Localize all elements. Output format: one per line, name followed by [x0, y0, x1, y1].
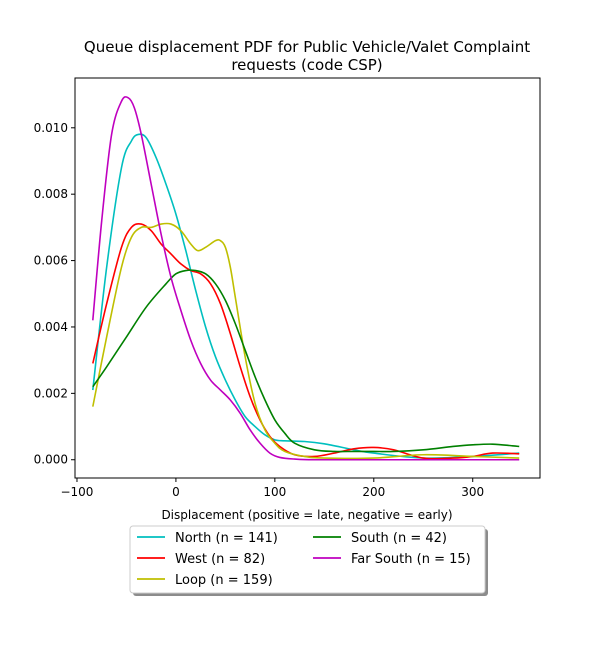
x-tick-label: 300 — [461, 485, 484, 499]
y-tick-label: 0.006 — [34, 254, 68, 268]
y-tick-label: 0.010 — [34, 121, 68, 135]
legend-box — [129, 525, 486, 594]
plot-frame — [74, 77, 541, 479]
y-tick-label: 0.008 — [34, 187, 68, 201]
x-tick-label: −100 — [60, 485, 93, 499]
y-tick-label: 0.004 — [34, 320, 68, 334]
x-axis-ticks: −100 0 100 200 300 — [60, 478, 484, 499]
y-tick-label: 0.000 — [34, 453, 68, 467]
legend-label-5: Far South (n = 15) — [351, 552, 471, 567]
y-tick-label: 0.002 — [34, 386, 68, 400]
series-line-3 — [92, 222, 520, 460]
x-tick-label: 0 — [172, 485, 180, 499]
chart-title-line-2: requests (code CSP) — [231, 56, 382, 74]
series-layer — [92, 96, 520, 461]
legend: North (n = 141) West (n = 82) Loop (n = 15… — [129, 525, 488, 596]
x-tick-label: 200 — [362, 485, 385, 499]
legend-label-2: West (n = 82) — [175, 552, 265, 567]
legend-label-1: North (n = 141) — [175, 531, 278, 546]
series-line-4 — [92, 269, 520, 453]
y-axis-ticks: 0.000 0.002 0.004 0.006 0.008 0.010 — [34, 121, 75, 467]
series-line-2 — [92, 222, 520, 460]
legend-entries: North (n = 141) West (n = 82) Loop (n = 15… — [137, 531, 471, 588]
x-axis-label: Displacement (positive = late, negative … — [161, 508, 452, 522]
chart-title-line-1: Queue displacement PDF for Public Vehicl… — [84, 38, 530, 56]
legend-label-4: South (n = 42) — [351, 531, 447, 546]
legend-label-3: Loop (n = 159) — [175, 573, 273, 588]
series-line-1 — [92, 133, 520, 460]
x-tick-label: 100 — [263, 485, 286, 499]
series-line-5 — [92, 96, 520, 461]
